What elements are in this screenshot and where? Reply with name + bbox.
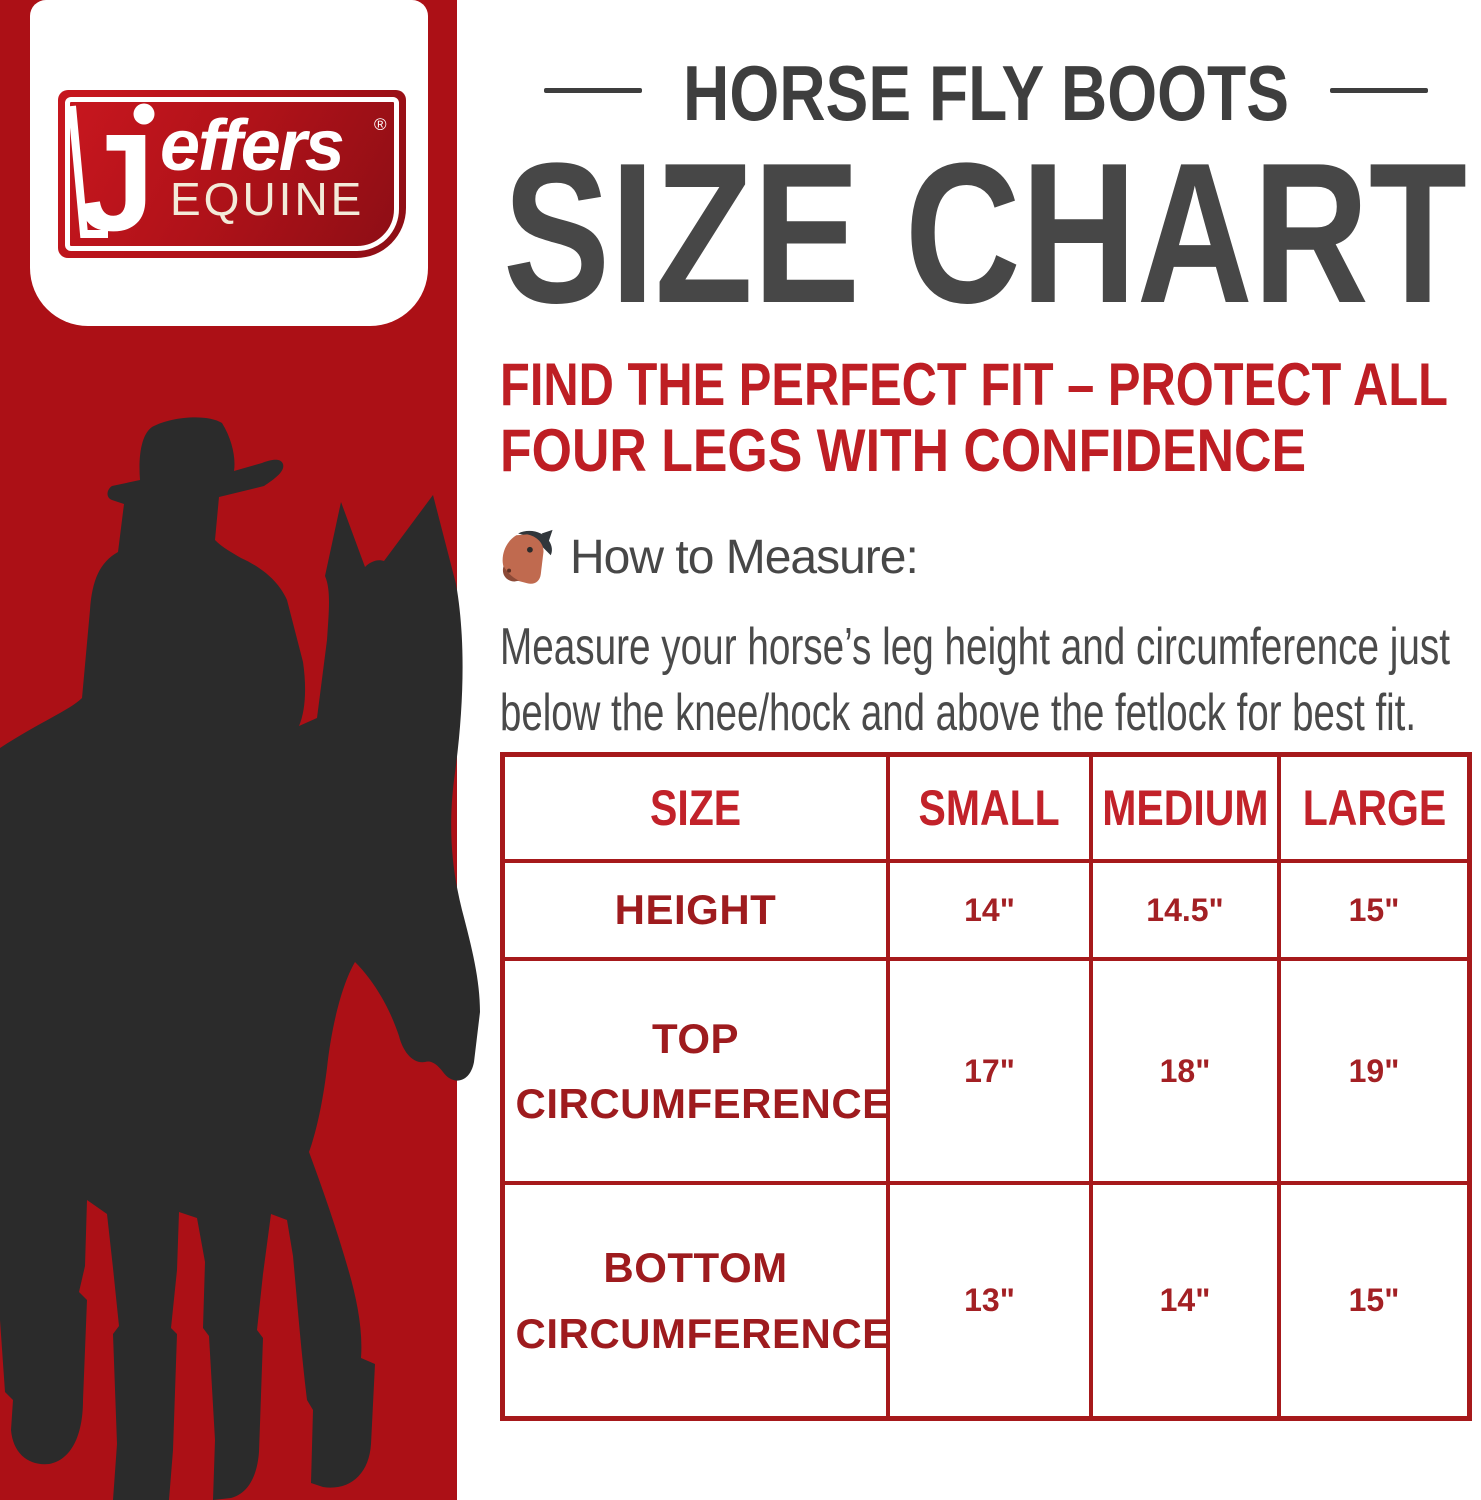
kicker-dash-left bbox=[544, 87, 642, 93]
table-row-height-label: HEIGHT bbox=[505, 863, 890, 961]
measure-body-line2: below the knee/hock and above the fetloc… bbox=[500, 684, 1416, 742]
table-cell-height-medium: 14.5" bbox=[1093, 863, 1281, 961]
kicker-row: HORSE FLY BOOTS bbox=[500, 48, 1472, 132]
table-cell-height-large: 15" bbox=[1281, 863, 1467, 961]
table-cell-botcirc-large: 15" bbox=[1348, 1282, 1400, 1318]
horse-head-icon bbox=[502, 529, 553, 584]
how-to-measure-heading: How to Measure: bbox=[570, 530, 919, 584]
cowboy-horse-silhouette-image bbox=[0, 417, 480, 1500]
table-cell-botcirc-medium: 14" bbox=[1093, 1185, 1281, 1416]
kicker-title: HORSE FLY BOOTS bbox=[683, 49, 1289, 132]
jeffers-logo-art: J effers ® EQUINE bbox=[68, 103, 387, 260]
logo-bracket-mark bbox=[68, 105, 108, 238]
table-row-bottom-circumference-label: BOTTOM CIRCUMFERENCE bbox=[505, 1185, 890, 1416]
measure-body-text: Measure your horse’s leg height and circ… bbox=[500, 618, 1450, 742]
jeffers-logo-card: J effers ® EQUINE bbox=[30, 0, 428, 326]
logo-j-dot bbox=[133, 103, 155, 125]
cowboy-horse-silhouette bbox=[0, 417, 480, 1500]
table-header-medium: MEDIUM bbox=[1093, 757, 1281, 863]
tagline-line1: FIND THE PERFECT FIT – PROTECT ALL bbox=[500, 356, 1448, 418]
tagline-line2: FOUR LEGS WITH CONFIDENCE bbox=[500, 417, 1306, 484]
table-cell-height-small: 14" bbox=[890, 863, 1093, 961]
table-header-small: SMALL bbox=[890, 757, 1093, 863]
main-content: HORSE FLY BOOTS SIZE CHART FIND THE PERF… bbox=[500, 0, 1472, 1500]
kicker-text: HORSE FLY BOOTS bbox=[683, 49, 1289, 132]
how-to-measure-row: How to Measure: bbox=[500, 528, 919, 586]
table-header-size: SIZE bbox=[505, 757, 890, 863]
table-cell-topcirc-small: 17" bbox=[890, 961, 1093, 1185]
logo-inner-border bbox=[65, 97, 399, 251]
page-title: SIZE CHART bbox=[503, 156, 1467, 310]
table-row-top-circumference-label: TOP CIRCUMFERENCE bbox=[505, 961, 890, 1185]
jeffers-logo: J effers ® EQUINE bbox=[58, 90, 406, 260]
logo-j-letter: J bbox=[78, 106, 155, 260]
size-chart-table: SIZE SMALL MEDIUM LARGE HEIGHT 14" 14.5"… bbox=[500, 752, 1472, 1421]
table-cell-topcirc-medium: 18" bbox=[1093, 961, 1281, 1185]
page-title-text: SIZE CHART bbox=[503, 156, 1467, 310]
registered-trademark-mark: ® bbox=[374, 115, 387, 134]
kicker-dash-right bbox=[1330, 87, 1428, 93]
logo-sub-brand: EQUINE bbox=[170, 173, 364, 225]
measure-body-line1: Measure your horse’s leg height and circ… bbox=[500, 618, 1450, 676]
table-cell-botcirc-small: 13" bbox=[890, 1185, 1093, 1416]
logo-wordmark: effers bbox=[160, 106, 343, 186]
table-cell-topcirc-large: 19" bbox=[1281, 961, 1467, 1185]
table-header-large: LARGE bbox=[1281, 757, 1467, 863]
tagline: FIND THE PERFECT FIT – PROTECT ALL FOUR … bbox=[500, 356, 1448, 484]
